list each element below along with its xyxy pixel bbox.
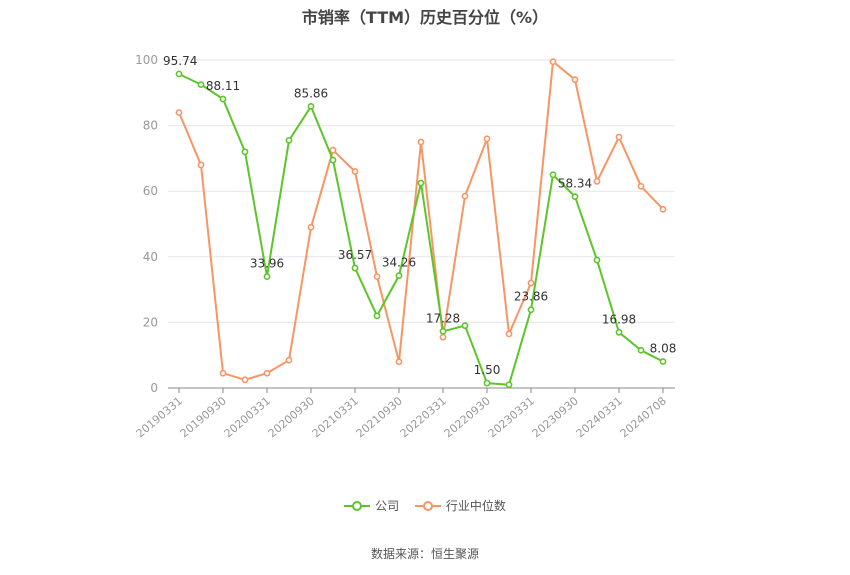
data-label: 16.98	[602, 312, 636, 326]
data-point	[395, 358, 403, 366]
data-point	[197, 81, 205, 88]
data-point	[175, 109, 183, 116]
series-line-0	[178, 73, 664, 386]
data-point	[351, 168, 359, 175]
data-label: 58.34	[558, 177, 592, 191]
data-point	[527, 279, 535, 287]
data-point	[373, 312, 381, 320]
series-line-1	[178, 60, 664, 381]
data-point	[637, 182, 645, 190]
data-point	[219, 369, 227, 377]
data-point	[527, 306, 535, 314]
x-tick-label: 20240708	[618, 394, 669, 440]
data-point	[329, 156, 337, 164]
data-point	[307, 223, 315, 231]
legend-label-company: 公司	[375, 499, 400, 513]
data-source: 数据来源：恒生聚源	[370, 547, 479, 561]
data-point	[593, 256, 601, 264]
data-label: 34.26	[382, 256, 416, 270]
data-point	[593, 177, 601, 185]
data-point	[241, 148, 249, 156]
data-label: 88.11	[206, 79, 240, 93]
x-tick-label: 20240331	[574, 394, 625, 440]
data-label: 95.74	[163, 54, 197, 68]
data-point	[307, 102, 315, 110]
x-tick-label: 20220930	[442, 394, 493, 440]
legend-item-industry[interactable]: 行业中位数	[414, 497, 506, 514]
y-tick-label: 80	[143, 119, 158, 133]
data-point	[351, 264, 359, 272]
data-label: 36.57	[338, 248, 372, 262]
data-point	[571, 193, 579, 201]
legend-marker-company	[344, 500, 371, 511]
data-point	[373, 273, 381, 280]
data-point	[483, 135, 491, 143]
x-tick-label: 20230930	[530, 394, 581, 440]
data-point	[175, 70, 183, 78]
data-label: 8.08	[650, 341, 677, 355]
data-point	[461, 192, 469, 200]
x-tick-label: 20230331	[486, 394, 537, 440]
y-tick-label: 0	[150, 381, 158, 395]
data-point	[549, 58, 557, 66]
legend-marker-industry	[414, 500, 441, 511]
data-point	[329, 146, 337, 154]
data-point	[219, 95, 227, 103]
data-point	[241, 376, 249, 384]
data-point	[439, 333, 447, 341]
chart-title: 市销率（TTM）历史百分位（%）	[301, 8, 549, 27]
data-point	[461, 322, 469, 330]
x-tick-label: 20200331	[222, 394, 273, 440]
data-label: 23.86	[514, 290, 548, 304]
data-label: 33.96	[250, 257, 284, 271]
x-tick-label: 20210930	[354, 394, 405, 440]
data-point	[637, 346, 645, 354]
y-tick-label: 20	[143, 315, 158, 329]
data-label: 85.86	[294, 86, 328, 100]
x-tick-label: 20190930	[178, 394, 229, 440]
data-point	[659, 205, 667, 213]
data-point	[483, 379, 491, 387]
legend-label-industry: 行业中位数	[445, 499, 506, 513]
data-point	[395, 272, 403, 280]
data-point	[571, 76, 579, 84]
x-tick-label: 20190331	[134, 394, 185, 440]
data-label: 17.28	[426, 311, 460, 325]
x-tick-label: 20220331	[398, 394, 449, 440]
data-point	[615, 328, 623, 336]
legend: 公司 行业中位数	[0, 497, 850, 515]
data-point	[549, 171, 557, 179]
y-tick-label: 40	[143, 250, 158, 264]
y-tick-label: 100	[135, 53, 158, 67]
data-point	[417, 138, 425, 146]
line-chart: 0 20 40 60 80 100 2019033120190930202003312020…	[134, 53, 677, 440]
data-point	[417, 179, 425, 187]
data-point	[197, 161, 205, 169]
data-point	[505, 330, 513, 338]
x-tick-label: 20210331	[310, 394, 361, 440]
data-point	[439, 327, 447, 335]
data-point	[285, 136, 293, 144]
data-point	[285, 356, 293, 364]
x-tick-label: 20200930	[266, 394, 317, 440]
data-point	[615, 133, 623, 141]
data-label: 1.50	[474, 363, 501, 377]
legend-item-company[interactable]: 公司	[344, 497, 399, 514]
y-tick-label: 60	[143, 184, 158, 198]
data-point	[263, 273, 271, 281]
data-point	[263, 369, 271, 377]
data-point	[659, 358, 667, 365]
data-point	[505, 381, 513, 389]
